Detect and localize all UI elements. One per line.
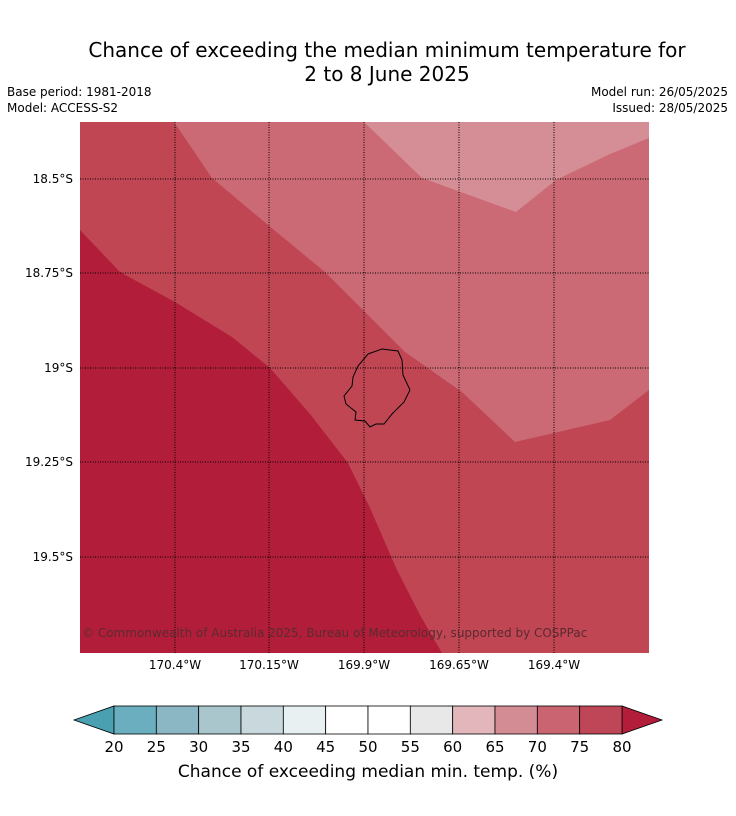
colorbar-tick-label: 65 [485,738,504,756]
lon-label-3: 169.9°W [338,658,390,672]
colorbar-tick-label: 25 [147,738,166,756]
map-title: Chance of exceeding the median minimum t… [0,38,736,86]
island-coastline [343,348,411,428]
probability-map: © Commonwealth of Australia 2025, Bureau… [25,122,649,672]
lon-label-1: 170.4°W [149,658,201,672]
issued-date: Issued: 28/05/2025 [612,101,728,115]
colorbar-label: Chance of exceeding median min. temp. (%… [177,762,559,782]
title-line-1: Chance of exceeding the median minimum t… [88,38,686,62]
colorbar-under-arrow [72,705,115,735]
colorbar-cell [282,705,327,735]
lat-label-5: 19.5°S [33,550,73,564]
colorbar-cell [198,705,242,735]
colorbar-tick-label: 20 [104,738,123,756]
colorbar-cell [452,705,496,735]
colorbar-tick-label: 80 [612,738,631,756]
colorbar-tick-label: 40 [274,738,293,756]
colorbar-tick-label: 75 [570,738,589,756]
colorbar-tick-label: 50 [358,738,377,756]
metadata-right: Model run: 26/05/2025 Issued: 28/05/2025 [591,84,728,116]
colorbar-cell [409,705,454,735]
colorbar-tick-label: 35 [231,738,250,756]
lat-label-1: 18.5°S [33,172,73,186]
band-65-70 [364,122,649,212]
colorbar-tick-label: 60 [443,738,462,756]
lon-label-5: 169.4°W [528,658,580,672]
colorbar-cell [579,705,623,735]
lat-label-4: 19.25°S [25,455,73,469]
model-run: Model run: 26/05/2025 [590,85,728,99]
lon-label-4: 169.65°W [429,658,489,672]
lat-label-2: 18.75°S [25,266,73,280]
model-name: Model: ACCESS-S2 [7,101,119,115]
colorbar-cell [113,705,157,735]
copyright-notice: © Commonwealth of Australia 2025, Bureau… [82,626,587,640]
colorbar-over-arrow [621,705,664,735]
colorbar-cell [367,705,411,735]
colorbar-tick-label: 55 [401,738,420,756]
lat-label-3: 19°S [44,361,73,375]
band-80-plus [80,230,442,653]
colorbar-tick-label: 45 [316,738,335,756]
colorbar-cell [155,705,200,735]
graticule [80,122,649,653]
band-70-75 [174,122,649,442]
colorbar-tick-label: 30 [189,738,208,756]
lon-label-2: 170.15°W [239,658,299,672]
title-line-2: 2 to 8 June 2025 [304,62,470,86]
colorbar-cell [240,705,284,735]
metadata-left: Base period: 1981-2018 Model: ACCESS-S2 [7,84,152,116]
colorbar-tick-label: 70 [528,738,547,756]
colorbar-cell [325,705,369,735]
colorbar-cell [536,705,581,735]
base-period: Base period: 1981-2018 [7,85,152,99]
colorbar-cell [494,705,538,735]
